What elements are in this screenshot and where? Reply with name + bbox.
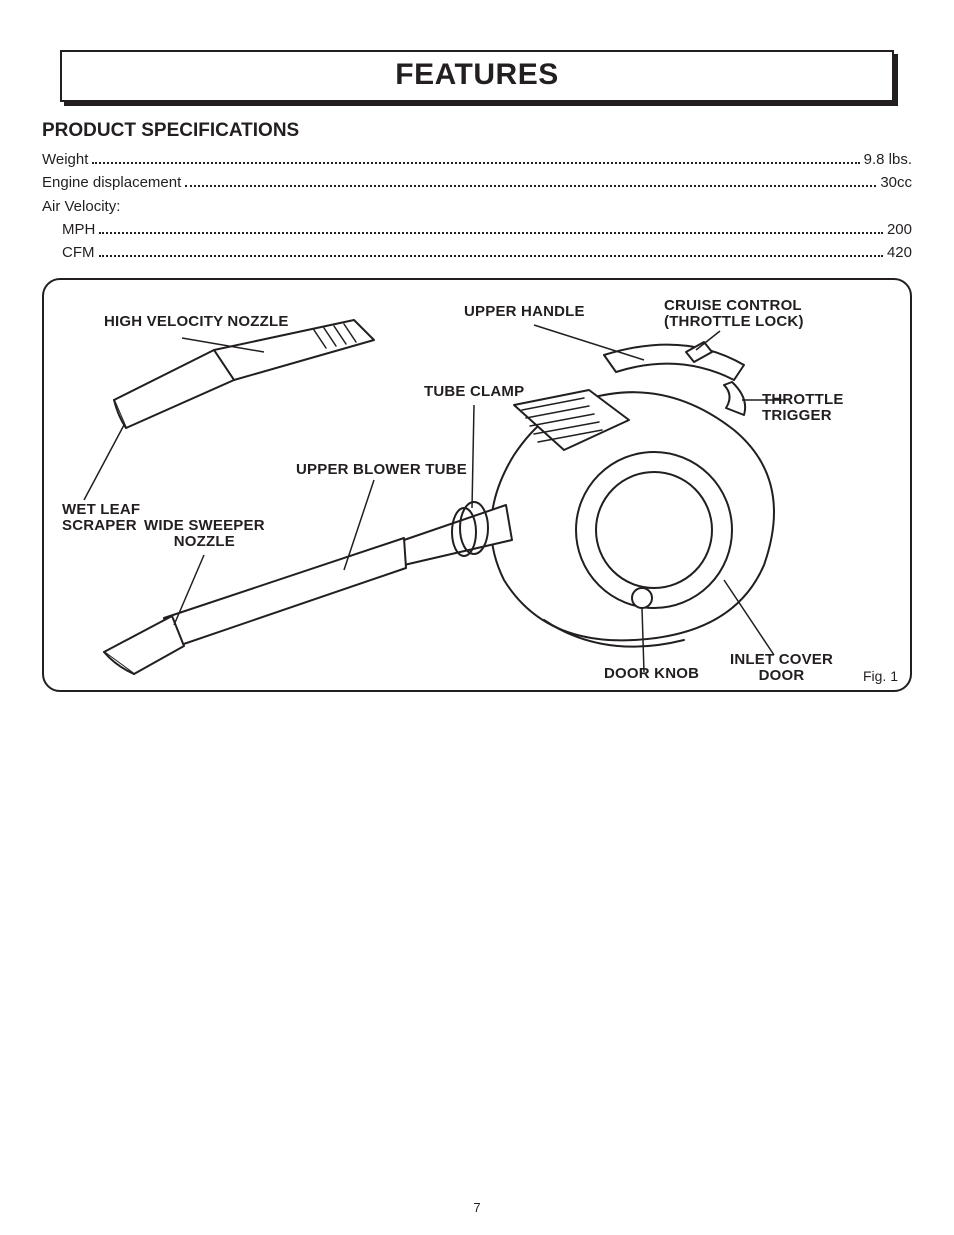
title-box: FEATURES bbox=[60, 50, 894, 102]
callout-line: WET LEAF bbox=[62, 501, 140, 518]
dot-leader bbox=[99, 245, 883, 258]
callout-inlet-cover-door: INLET COVER DOOR bbox=[730, 652, 833, 684]
callout-line: (THROTTLE LOCK) bbox=[664, 313, 804, 330]
callout-high-velocity-nozzle: HIGH VELOCITY NOZZLE bbox=[104, 314, 289, 330]
callout-line: NOZZLE bbox=[174, 533, 235, 550]
spec-row-engine: Engine displacement 30cc bbox=[42, 171, 912, 194]
spec-label: Engine displacement bbox=[42, 171, 181, 194]
page: FEATURES PRODUCT SPECIFICATIONS Weight 9… bbox=[0, 0, 954, 1235]
callout-upper-blower-tube: UPPER BLOWER TUBE bbox=[296, 462, 467, 478]
spec-label: CFM bbox=[42, 241, 95, 264]
spec-row-cfm: CFM 420 bbox=[42, 241, 912, 264]
blower-illustration bbox=[44, 280, 910, 690]
page-title: FEATURES bbox=[62, 58, 892, 92]
callout-line: INLET COVER bbox=[730, 651, 833, 668]
callout-wide-sweeper-nozzle: WIDE SWEEPER NOZZLE bbox=[144, 518, 265, 550]
spec-list: Weight 9.8 lbs. Engine displacement 30cc… bbox=[42, 148, 912, 264]
spec-value: 200 bbox=[887, 218, 912, 241]
callout-throttle-trigger: THROTTLE TRIGGER bbox=[762, 392, 910, 424]
callout-upper-handle: UPPER HANDLE bbox=[464, 304, 585, 320]
dot-leader bbox=[185, 175, 876, 188]
callout-wet-leaf-scraper: WET LEAF SCRAPER bbox=[62, 502, 140, 534]
callout-cruise-control: CRUISE CONTROL (THROTTLE LOCK) bbox=[664, 298, 804, 330]
spec-value: 420 bbox=[887, 241, 912, 264]
callout-line: WIDE SWEEPER bbox=[144, 517, 265, 534]
callout-line: CRUISE CONTROL bbox=[664, 297, 802, 314]
figure-box: HIGH VELOCITY NOZZLE UPPER HANDLE CRUISE… bbox=[42, 278, 912, 692]
spec-row-weight: Weight 9.8 lbs. bbox=[42, 148, 912, 171]
dot-leader bbox=[99, 221, 883, 234]
spec-value: 30cc bbox=[880, 171, 912, 194]
callout-door-knob: DOOR KNOB bbox=[604, 666, 699, 682]
spec-label: Weight bbox=[42, 148, 88, 171]
callout-tube-clamp: TUBE CLAMP bbox=[424, 384, 524, 400]
spec-row-mph: MPH 200 bbox=[42, 218, 912, 241]
page-number: 7 bbox=[0, 1200, 954, 1215]
figure-caption: Fig. 1 bbox=[863, 668, 898, 684]
callout-line: SCRAPER bbox=[62, 517, 137, 534]
callout-line: DOOR bbox=[759, 667, 805, 684]
spec-label: Air Velocity: bbox=[42, 195, 120, 218]
dot-leader bbox=[92, 152, 859, 165]
spec-value: 9.8 lbs. bbox=[864, 148, 912, 171]
spec-row-airvel: Air Velocity: bbox=[42, 195, 912, 218]
spec-label: MPH bbox=[42, 218, 95, 241]
section-heading: PRODUCT SPECIFICATIONS bbox=[42, 120, 912, 142]
